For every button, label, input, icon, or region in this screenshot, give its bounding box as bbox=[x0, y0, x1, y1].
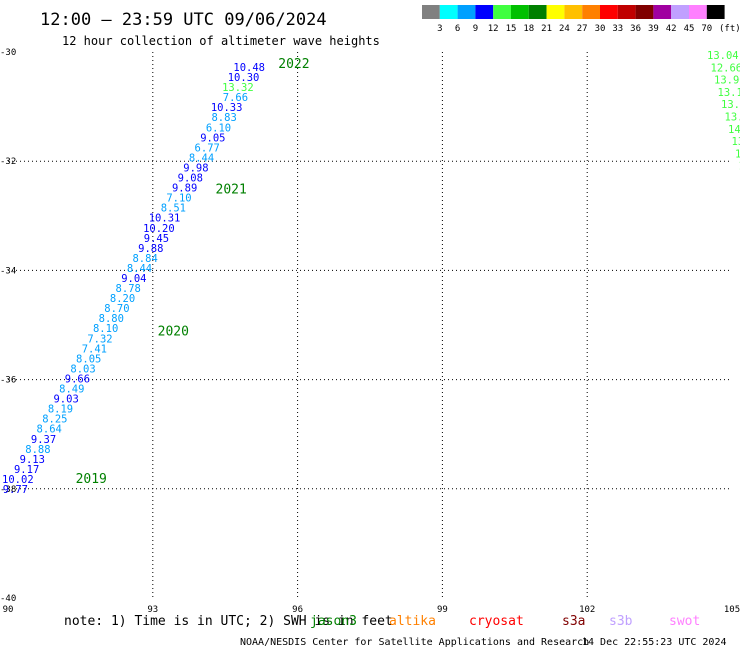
legend-value: 21 bbox=[541, 24, 552, 34]
legend-swatch bbox=[707, 5, 725, 19]
lat-tick-label: -32 bbox=[0, 157, 16, 167]
legend-swatch bbox=[422, 5, 440, 19]
wave-height-label: 12.66 bbox=[711, 62, 740, 74]
satellite-label: cryosat bbox=[469, 614, 524, 629]
legend-swatch bbox=[547, 5, 565, 19]
wave-height-label: 13.10 bbox=[718, 87, 740, 99]
legend-value: 12 bbox=[488, 24, 499, 34]
legend-value: 33 bbox=[612, 24, 623, 34]
legend-swatch bbox=[689, 5, 707, 19]
legend-swatch bbox=[475, 5, 493, 19]
legend-value: 45 bbox=[684, 24, 695, 34]
lat-tick-label: -34 bbox=[0, 266, 16, 276]
legend-value: 70 bbox=[701, 24, 712, 34]
year-labels: 2022 2021 2020 2019 bbox=[76, 57, 310, 487]
legend-value: 6 bbox=[455, 24, 460, 34]
timestamp-text: 14 Dec 22:55:23 UTC 2024 bbox=[582, 637, 727, 648]
legend-unit: (ft) bbox=[719, 24, 740, 34]
lon-tick-label: 99 bbox=[437, 605, 448, 615]
wave-height-label: 13.04 bbox=[707, 50, 739, 62]
year-label: 2020 bbox=[158, 324, 189, 339]
lat-tick-label: -30 bbox=[0, 48, 16, 58]
satellite-label: jason3 bbox=[310, 614, 357, 629]
wave-height-label: 13.9 bbox=[725, 112, 740, 124]
wave-height-label: 13.96 bbox=[714, 75, 740, 87]
lat-tick-label: -40 bbox=[0, 594, 16, 604]
wave-height-label: 13.63 bbox=[721, 99, 740, 111]
legend-value: 24 bbox=[559, 24, 570, 34]
year-label: 2019 bbox=[76, 472, 107, 487]
map-subtitle: 12 hour collection of altimeter wave hei… bbox=[62, 34, 380, 48]
legend-value: 3 bbox=[437, 24, 442, 34]
satellite-label: s3b bbox=[609, 614, 633, 629]
legend-swatch bbox=[511, 5, 529, 19]
legend-swatch bbox=[493, 5, 511, 19]
legend-swatch bbox=[671, 5, 689, 19]
credit-text: NOAA/NESDIS Center for Satellite Applica… bbox=[240, 637, 589, 648]
wave-height-label: 9.77 bbox=[3, 484, 28, 496]
legend-value: 39 bbox=[648, 24, 659, 34]
year-label: 2021 bbox=[216, 183, 247, 198]
legend-value: 42 bbox=[666, 24, 677, 34]
wave-height-label: 13. bbox=[732, 136, 740, 148]
legend-value: 18 bbox=[523, 24, 534, 34]
legend-swatch bbox=[600, 5, 618, 19]
wave-height-label: 14. bbox=[728, 124, 740, 136]
legend-swatch bbox=[529, 5, 547, 19]
wave-height-label: 13 bbox=[735, 148, 740, 160]
altimeter-track: 10.4810.3013.327.6610.338.836.109.056.77… bbox=[2, 62, 265, 496]
satellite-label: swot bbox=[669, 614, 700, 629]
lon-tick-label: 105 bbox=[724, 605, 740, 615]
legend-swatch bbox=[564, 5, 582, 19]
legend-swatch bbox=[618, 5, 636, 19]
satellite-label: altika bbox=[389, 614, 436, 629]
year-label: 2022 bbox=[278, 57, 309, 72]
legend-value: 30 bbox=[595, 24, 606, 34]
legend-swatch bbox=[440, 5, 458, 19]
legend-value: 9 bbox=[473, 24, 478, 34]
lat-tick-label: -36 bbox=[0, 376, 16, 386]
legend-swatch bbox=[636, 5, 654, 19]
satellite-label: s3a bbox=[562, 614, 585, 629]
legend-value: 15 bbox=[506, 24, 517, 34]
legend-value: 27 bbox=[577, 24, 588, 34]
legend-swatch bbox=[653, 5, 671, 19]
legend-value: 36 bbox=[630, 24, 641, 34]
lon-tick-label: 90 bbox=[3, 605, 14, 615]
map-title: 12:00 – 23:59 UTC 09/06/2024 bbox=[40, 10, 327, 30]
legend-swatch bbox=[458, 5, 476, 19]
legend-swatch bbox=[582, 5, 600, 19]
